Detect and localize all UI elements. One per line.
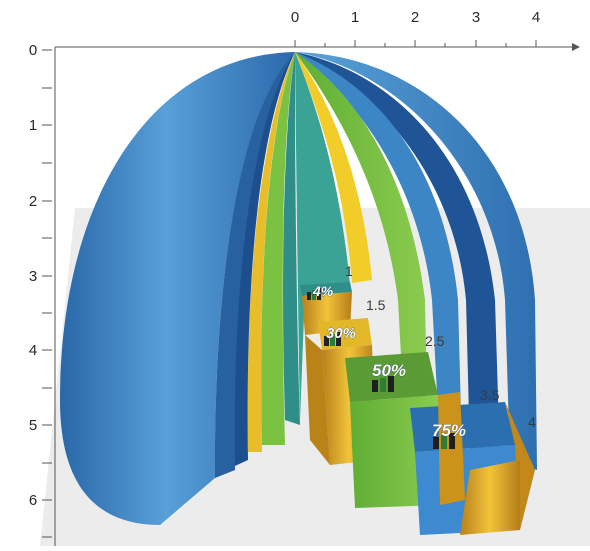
percent-label: 75% <box>432 421 466 440</box>
top-tick-label: 3 <box>472 9 480 26</box>
left-outer-shell <box>60 52 295 525</box>
top-tick-label: 0 <box>291 9 299 26</box>
left-tick-label: 4 <box>29 342 37 359</box>
step-annotation: 1 <box>345 263 353 279</box>
left-tick-label: 1 <box>29 117 37 134</box>
percent-label: 4% <box>312 283 334 299</box>
left-tick-label: 2 <box>29 193 37 210</box>
center-teal-band <box>295 52 350 420</box>
top-tick-label: 2 <box>411 9 419 26</box>
left-axis-ticks <box>42 49 52 538</box>
left-tick-label: 5 <box>29 417 37 434</box>
left-tick-label: 0 <box>29 42 37 59</box>
step-annotation: 4 <box>528 414 536 430</box>
top-tick-label: 1 <box>351 9 359 26</box>
top-axis: 0 1 2 3 4 <box>55 9 580 51</box>
percent-label: 50% <box>372 361 406 380</box>
steps <box>300 282 535 535</box>
left-yellow-band <box>247 52 295 452</box>
percent-label: 30% <box>326 325 356 342</box>
left-green-band <box>261 52 295 445</box>
left-teal-sliver <box>283 52 300 425</box>
bar-icons <box>307 288 455 449</box>
right-yellow-band <box>295 52 372 283</box>
bar-chart-icon <box>372 376 394 392</box>
bar-chart-icon <box>433 433 455 449</box>
top-axis-ticks <box>294 40 537 47</box>
step-3-5-gold-face <box>460 460 520 535</box>
top-tick-label: 4 <box>532 9 540 26</box>
left-outer-edge <box>214 52 295 478</box>
left-tick-label: 3 <box>29 268 37 285</box>
bar-chart-icon <box>307 288 321 300</box>
step-annotation: 1.5 <box>366 297 386 313</box>
left-axis: 0 1 2 3 4 5 6 <box>29 42 56 546</box>
left-tick-label: 6 <box>29 492 37 509</box>
step-annotation: 2.5 <box>425 333 445 349</box>
step-annotation: 3.5 <box>480 387 500 403</box>
bar-chart-icon <box>324 332 341 346</box>
right-outer-shell <box>295 52 537 470</box>
step-1-5-side <box>305 335 330 465</box>
